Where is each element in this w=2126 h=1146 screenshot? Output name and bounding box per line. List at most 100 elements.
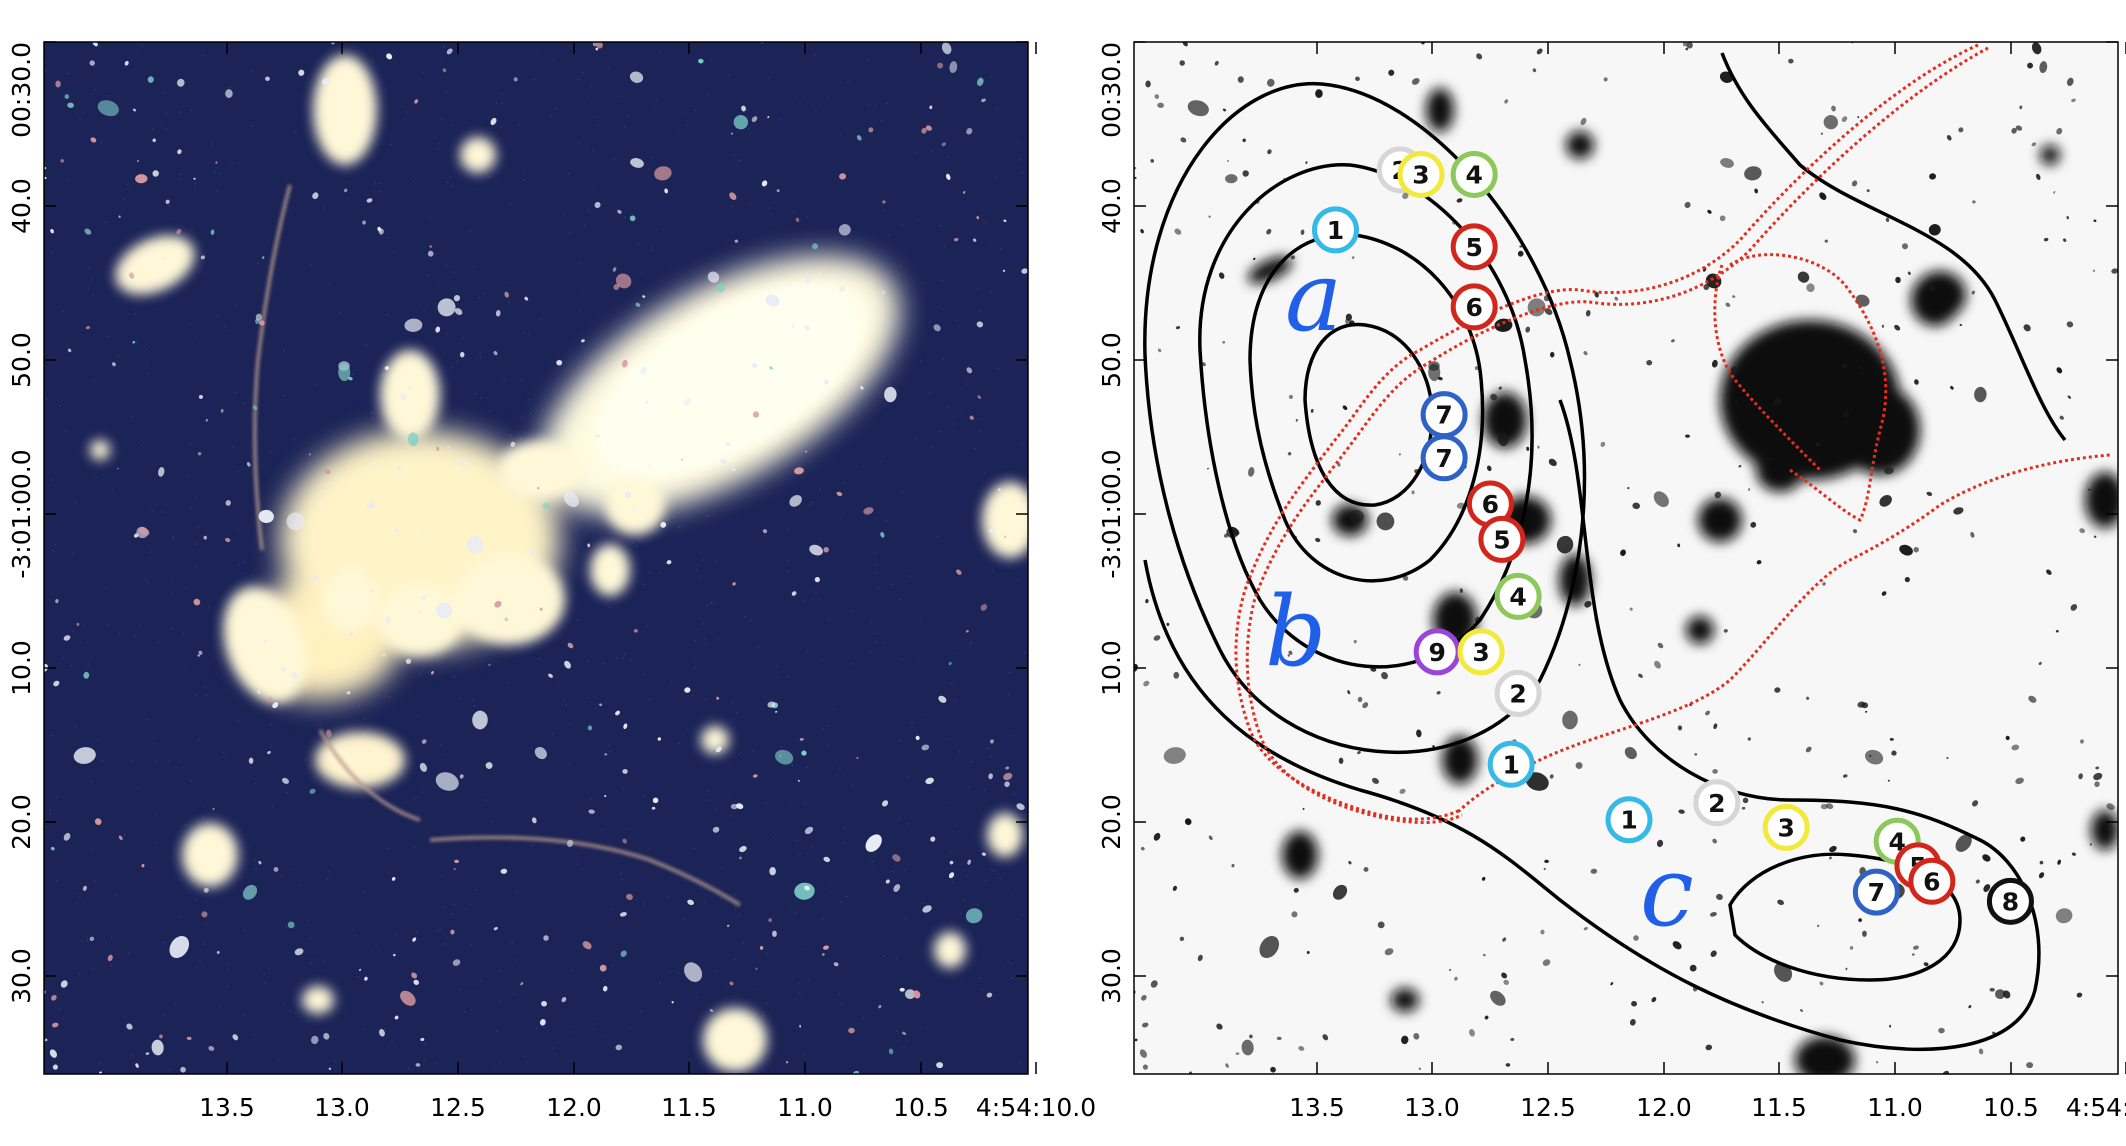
faint-source (1810, 458, 1818, 465)
sky-noise (277, 1060, 280, 1062)
faint-source (1355, 76, 1360, 81)
faint-source (1972, 800, 1979, 807)
sky-noise (82, 625, 85, 628)
sky-noise (244, 929, 246, 932)
faint-source (664, 188, 669, 194)
sky-noise (110, 965, 113, 967)
faint-source (804, 324, 811, 331)
sky-noise (1013, 734, 1015, 737)
right-panel: a b c 12345677654932112345678 13.513.012… (1097, 41, 2126, 1122)
faint-source (267, 750, 271, 755)
faint-source (55, 599, 59, 604)
faint-source (2026, 1062, 2034, 1069)
sky-noise (473, 705, 476, 707)
ra-tick-label: 11.5 (1751, 1093, 1807, 1122)
faint-source (791, 591, 797, 596)
faint-source (1671, 339, 1675, 343)
sky-noise (362, 1027, 365, 1030)
sky-noise (348, 436, 350, 439)
faint-source (739, 845, 747, 853)
ra-tick-label: 12.0 (1636, 1093, 1692, 1122)
sky-noise (929, 321, 931, 324)
faint-source (666, 560, 672, 565)
sky-noise (184, 824, 187, 826)
faint-source (2093, 772, 2103, 781)
faint-source (937, 62, 944, 69)
sky-noise (799, 101, 801, 104)
ra-tick-label: 12.0 (546, 1093, 602, 1122)
faint-source (622, 838, 627, 844)
sky-noise (307, 1020, 310, 1022)
faint-source (447, 445, 450, 449)
faint-source (1526, 446, 1530, 451)
faint-source (621, 359, 628, 368)
faint-source (83, 671, 90, 679)
faint-source (50, 846, 55, 851)
faint-source (415, 1063, 421, 1067)
faint-source (534, 746, 547, 760)
sky-noise (45, 826, 48, 828)
faint-source (1180, 137, 1187, 143)
sky-noise (440, 743, 443, 746)
sky-noise (213, 171, 216, 173)
faint-source (949, 61, 958, 74)
sky-noise (94, 880, 96, 882)
faint-source (89, 936, 95, 942)
faint-source (1377, 921, 1385, 929)
sky-noise (569, 348, 571, 351)
faint-source (128, 272, 135, 279)
sky-noise (371, 411, 373, 414)
sky-noise (541, 409, 544, 412)
sky-noise (423, 1059, 426, 1061)
sky-noise (511, 941, 514, 944)
sky-noise (490, 820, 493, 822)
faint-source (1972, 200, 1976, 204)
faint-source (203, 535, 207, 540)
sky-noise (268, 967, 271, 970)
faint-source (2062, 238, 2067, 242)
faint-source (539, 607, 543, 611)
sky-noise (664, 562, 666, 565)
faint-source (1418, 1067, 1422, 1070)
faint-source (193, 598, 201, 606)
sky-noise (981, 989, 983, 991)
sky-noise (445, 91, 448, 93)
dec-tick-label: 20.0 (7, 794, 36, 850)
sky-noise (1013, 793, 1016, 795)
sky-noise (693, 847, 696, 850)
faint-source (1842, 411, 1850, 418)
sky-noise (470, 1009, 473, 1011)
sky-noise (901, 658, 904, 661)
sky-noise (195, 543, 198, 545)
sky-noise (453, 904, 455, 906)
faint-source (1709, 912, 1717, 917)
faint-source (418, 610, 422, 615)
sky-noise (207, 607, 210, 609)
marker-ring (1494, 572, 1542, 620)
faint-source (2011, 744, 2020, 751)
faint-source (1950, 386, 1954, 390)
faint-source (1544, 308, 1553, 316)
sky-noise (132, 760, 134, 762)
faint-source (408, 386, 412, 390)
faint-source (136, 159, 140, 163)
sky-noise (947, 155, 950, 158)
faint-source (342, 745, 345, 748)
sky-noise (508, 682, 510, 685)
faint-source (1982, 854, 1991, 862)
sky-noise (798, 466, 800, 468)
faint-source (1197, 954, 1203, 962)
faint-source (615, 273, 632, 289)
faint-source (1865, 749, 1884, 765)
faint-source (604, 795, 607, 798)
sky-noise (413, 797, 415, 800)
sky-noise (145, 348, 147, 351)
faint-source (312, 575, 319, 581)
faint-source (2071, 852, 2076, 856)
sky-noise (711, 601, 713, 604)
sky-noise (371, 417, 373, 420)
faint-source (1891, 750, 1897, 756)
sky-noise (329, 282, 331, 285)
sky-noise (874, 104, 876, 107)
faint-source (799, 1024, 802, 1028)
